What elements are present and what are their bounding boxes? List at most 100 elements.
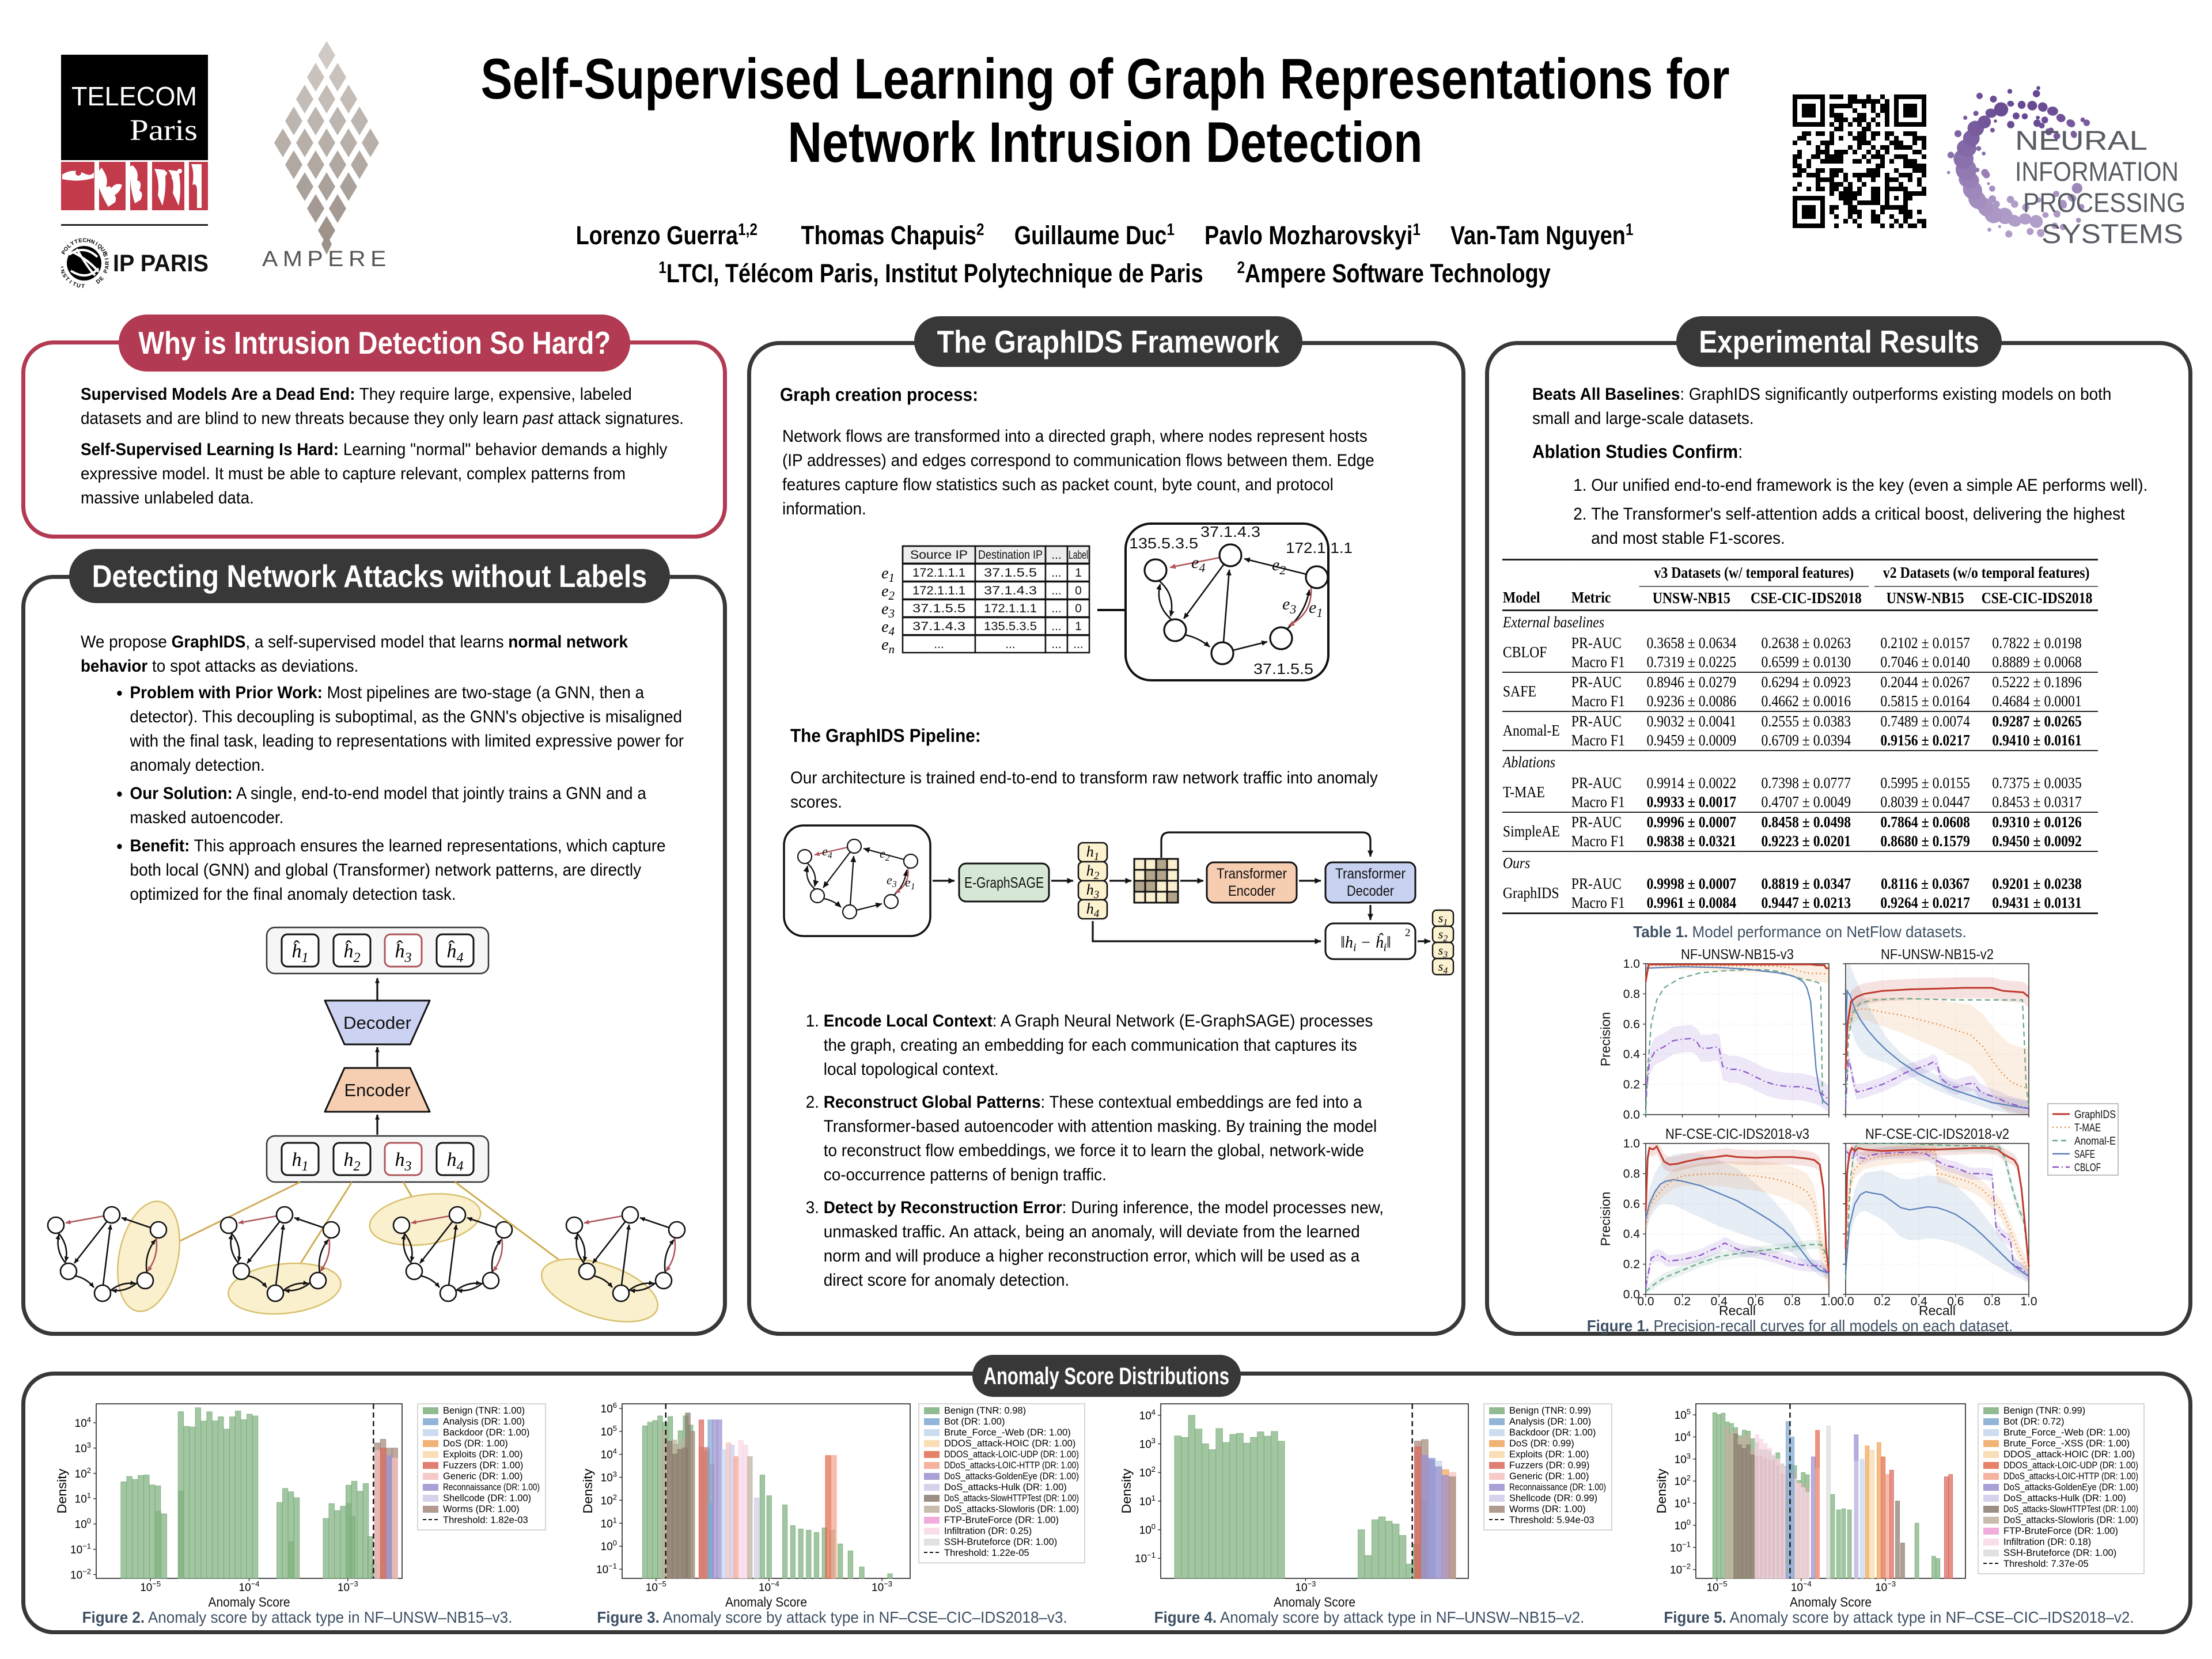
svg-text:ˆ: ˆ	[293, 937, 300, 959]
svg-text:Analysis (DR: 1.00): Analysis (DR: 1.00)	[1509, 1416, 1591, 1427]
svg-text:INFORMATION: INFORMATION	[2015, 156, 2179, 187]
svg-text:37.1.5.5: 37.1.5.5	[984, 566, 1037, 579]
svg-text:10−1: 10−1	[70, 1542, 91, 1556]
svg-text:FTP-BruteForce (DR: 1.00): FTP-BruteForce (DR: 1.00)	[2003, 1526, 2118, 1536]
svg-text:101: 101	[75, 1491, 91, 1506]
svg-text:DDOS_attack-LOIC-UDP (DR: 1.00: DDOS_attack-LOIC-UDP (DR: 1.00)	[944, 1449, 1079, 1460]
svg-text:DoS_attacks-Slowloris (DR: 1.0: DoS_attacks-Slowloris (DR: 1.00)	[944, 1504, 1079, 1514]
svg-text:172.1.1.1: 172.1.1.1	[912, 584, 965, 597]
svg-text:DDoS_attacks-LOIC-HTTP (DR: 1.: DDoS_attacks-LOIC-HTTP (DR: 1.00)	[2003, 1471, 2138, 1482]
svg-text:100: 100	[601, 1539, 617, 1553]
svg-text:135.5.3.5: 135.5.3.5	[984, 620, 1037, 633]
svg-text:1: 1	[1075, 620, 1082, 633]
svg-text:10−3: 10−3	[872, 1580, 892, 1594]
svg-text:H: H	[86, 237, 91, 244]
svg-text:IP PARIS: IP PARIS	[113, 249, 209, 276]
svg-text:2: 2	[1405, 927, 1411, 939]
svg-text:GraphIDS: GraphIDS	[2074, 1109, 2116, 1121]
svg-text:104: 104	[1675, 1430, 1691, 1444]
svg-text:Threshold: 7.37e-05: Threshold: 7.37e-05	[2003, 1559, 2089, 1569]
svg-text:Worms (DR: 1.00): Worms (DR: 1.00)	[1509, 1504, 1586, 1514]
svg-text:10−4: 10−4	[239, 1580, 260, 1594]
svg-text:1.0: 1.0	[2020, 1295, 2037, 1308]
svg-text:E: E	[101, 250, 108, 256]
svg-text:TELECOM: TELECOM	[71, 81, 197, 111]
svg-text:Anomaly Score: Anomaly Score	[209, 1594, 290, 1609]
svg-text:I: I	[94, 241, 99, 247]
svg-text:P: P	[103, 268, 110, 274]
svg-text:10−1: 10−1	[1135, 1551, 1156, 1565]
svg-text:...: ...	[1051, 548, 1062, 562]
svg-text:10−4: 10−4	[1791, 1580, 1812, 1594]
svg-text:103: 103	[75, 1441, 91, 1455]
svg-text:DDoS_attacks-LOIC-HTTP (DR: 1.: DDoS_attacks-LOIC-HTTP (DR: 1.00)	[944, 1460, 1079, 1471]
svg-text:Decoder: Decoder	[1347, 883, 1394, 899]
svg-text:10−5: 10−5	[1707, 1580, 1728, 1594]
svg-text:0.8: 0.8	[1623, 987, 1640, 1001]
svg-text:0.4: 0.4	[1911, 1295, 1928, 1308]
svg-text:0: 0	[1075, 584, 1082, 597]
svg-text:Benign (TNR: 1.00): Benign (TNR: 1.00)	[443, 1406, 525, 1416]
svg-text:Transformer: Transformer	[1217, 866, 1287, 882]
svg-text:100: 100	[75, 1517, 91, 1531]
svg-text:Generic (DR: 1.00): Generic (DR: 1.00)	[1509, 1471, 1589, 1482]
svg-text:DoS_attacks-SlowHTTPTest (DR:: DoS_attacks-SlowHTTPTest (DR: 1.00)	[944, 1493, 1079, 1503]
svg-text:Threshold: 1.82e-03: Threshold: 1.82e-03	[443, 1515, 528, 1525]
svg-text:106: 106	[601, 1401, 617, 1415]
svg-text:h4: h4	[447, 1149, 464, 1174]
svg-text:S: S	[61, 272, 68, 279]
svg-text:10−4: 10−4	[759, 1580, 779, 1594]
svg-text:1: 1	[1075, 566, 1082, 579]
svg-text:Fuzzers (DR: 0.99): Fuzzers (DR: 0.99)	[1509, 1460, 1589, 1471]
svg-text:101: 101	[601, 1516, 617, 1530]
svg-text:Threshold: 1.22e-05: Threshold: 1.22e-05	[944, 1548, 1029, 1558]
svg-text:Anomaly Score: Anomaly Score	[1790, 1594, 1872, 1609]
svg-text:10−1: 10−1	[1670, 1540, 1691, 1554]
svg-text:Anomaly Score: Anomaly Score	[725, 1594, 807, 1609]
svg-text:Infiltration (DR: 0.18): Infiltration (DR: 0.18)	[2003, 1537, 2091, 1547]
svg-text:...: ...	[1051, 620, 1062, 633]
svg-text:172.1.1.1: 172.1.1.1	[984, 602, 1037, 615]
svg-text:Recall: Recall	[1919, 1303, 1956, 1318]
svg-text:Anomaly Score: Anomaly Score	[1274, 1594, 1355, 1609]
svg-text:...: ...	[1051, 602, 1062, 615]
svg-text:e2: e2	[881, 582, 895, 603]
svg-text:SSH-Bruteforce (DR: 1.00): SSH-Bruteforce (DR: 1.00)	[2003, 1548, 2116, 1558]
svg-text:I: I	[104, 257, 110, 260]
svg-text:172.1.1.1: 172.1.1.1	[912, 566, 965, 579]
svg-text:1.0: 1.0	[1623, 1137, 1640, 1150]
svg-text:Bot (DR: 0.72): Bot (DR: 0.72)	[2003, 1416, 2064, 1427]
svg-text:T: T	[81, 283, 85, 290]
svg-text:0.8: 0.8	[1984, 1295, 2001, 1308]
svg-text:Shellcode (DR: 0.99): Shellcode (DR: 0.99)	[1509, 1493, 1597, 1503]
svg-text:102: 102	[75, 1466, 91, 1480]
svg-text:AMPERE: AMPERE	[262, 247, 391, 271]
svg-text:1.0: 1.0	[1820, 1295, 1837, 1308]
svg-text:10−2: 10−2	[70, 1567, 91, 1581]
svg-text:e4: e4	[881, 618, 895, 638]
svg-text:DDOS_attack-HOIC (DR: 1.00): DDOS_attack-HOIC (DR: 1.00)	[944, 1438, 1075, 1449]
svg-text:Brute_Force_-Web (DR: 1.00): Brute_Force_-Web (DR: 1.00)	[2003, 1427, 2130, 1438]
svg-text:0.2: 0.2	[1623, 1258, 1640, 1271]
svg-text:...: ...	[1073, 638, 1084, 651]
svg-text:104: 104	[1139, 1408, 1156, 1422]
svg-text:...: ...	[1051, 584, 1062, 597]
svg-text:ˆ: ˆ	[448, 937, 455, 959]
svg-text:103: 103	[601, 1470, 617, 1484]
svg-text:Threshold: 5.94e-03: Threshold: 5.94e-03	[1509, 1515, 1594, 1525]
svg-text:10−5: 10−5	[140, 1580, 161, 1594]
svg-text:102: 102	[1139, 1465, 1156, 1479]
svg-text:Decoder: Decoder	[343, 1013, 411, 1033]
svg-text:FTP-BruteForce (DR: 1.00): FTP-BruteForce (DR: 1.00)	[944, 1515, 1059, 1525]
svg-text:DoS_attacks-SlowHTTPTest (DR:: DoS_attacks-SlowHTTPTest (DR: 1.00)	[2003, 1504, 2138, 1514]
svg-text:Density: Density	[581, 1469, 595, 1514]
svg-text:37.1.5.5: 37.1.5.5	[912, 602, 965, 615]
svg-text:Brute_Force_-Web (DR: 1.00): Brute_Force_-Web (DR: 1.00)	[944, 1427, 1071, 1438]
svg-text:Exploits (DR: 1.00): Exploits (DR: 1.00)	[1509, 1449, 1589, 1460]
svg-text:0.6: 0.6	[1947, 1295, 1964, 1308]
svg-text:Fuzzers (DR: 1.00): Fuzzers (DR: 1.00)	[443, 1460, 523, 1471]
svg-text:N: N	[90, 238, 96, 246]
svg-text:37.1.4.3: 37.1.4.3	[912, 620, 965, 633]
svg-text:Destination IP: Destination IP	[978, 548, 1043, 562]
svg-text:0.4: 0.4	[1711, 1295, 1728, 1308]
